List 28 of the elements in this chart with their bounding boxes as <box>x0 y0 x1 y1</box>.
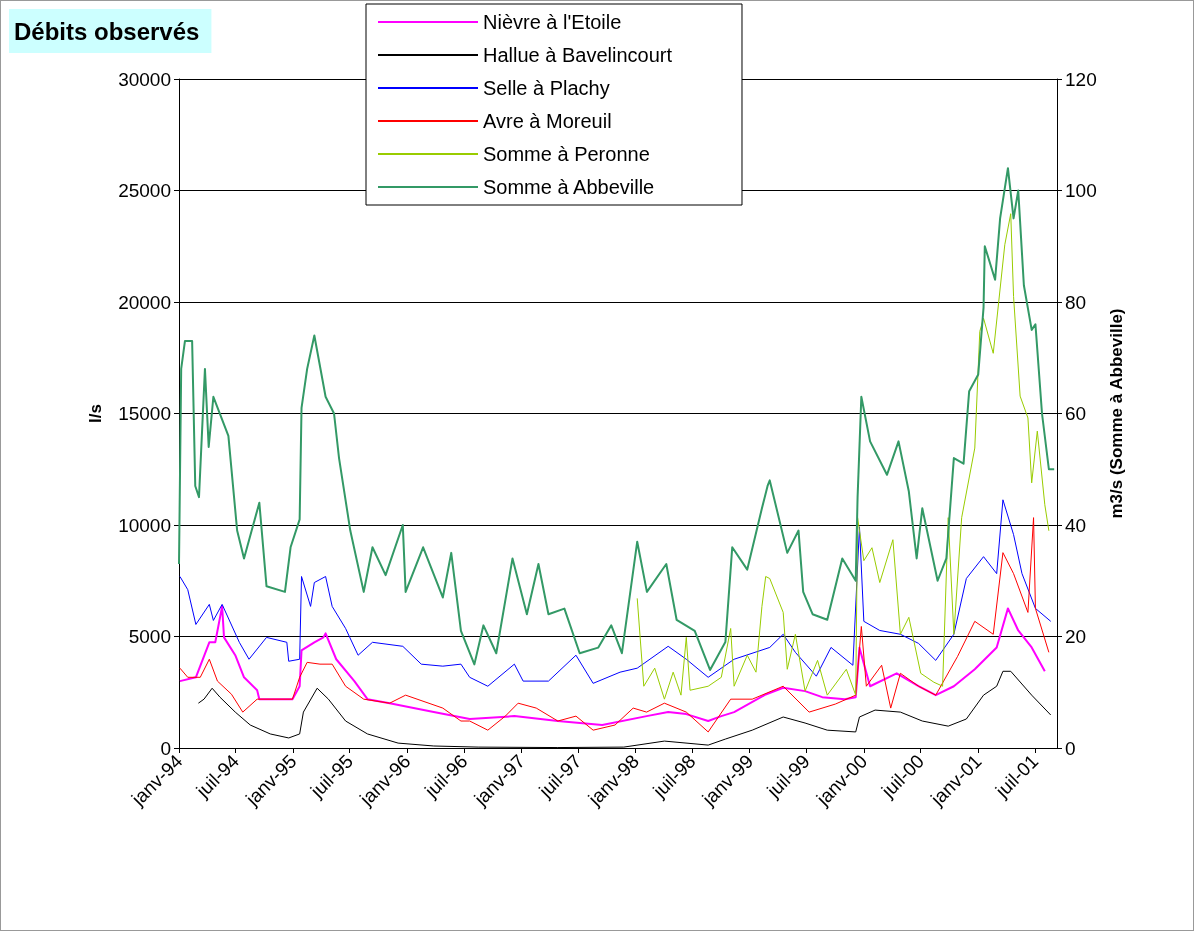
y-tick-label: 25000 <box>118 180 171 201</box>
y2-axis-title: m3/s (Somme à Abbeville) <box>1106 308 1126 519</box>
y2-tick-label: 80 <box>1065 291 1087 313</box>
y2-tick-label: 20 <box>1065 626 1087 647</box>
y-axis-title: l/s <box>86 404 105 423</box>
line-series <box>636 213 1050 700</box>
y-tick-label: 20000 <box>118 291 171 313</box>
legend-label: Somme à Peronne <box>483 143 650 165</box>
legend-label: Somme à Abbeville <box>483 176 655 198</box>
legend-label: Avre à Moreuil <box>483 110 612 132</box>
line-series <box>179 517 1050 733</box>
y2-tick-label: 0 <box>1065 737 1076 759</box>
legend-label: Selle à Plachy <box>483 77 610 99</box>
y-tick-label: 10000 <box>118 514 171 536</box>
y-tick-label: 30000 <box>118 68 171 90</box>
y2-tick-label: 40 <box>1065 514 1087 536</box>
line-series <box>178 605 1046 727</box>
chart-title: Débits observés <box>14 17 200 45</box>
y-tick-label: 0 <box>160 737 171 759</box>
line-series <box>197 670 1052 749</box>
y2-tick-label: 60 <box>1065 403 1087 424</box>
y-tick-label: 5000 <box>128 626 171 647</box>
y2-tick-label: 120 <box>1065 68 1097 90</box>
y2-tick-label: 100 <box>1065 180 1097 201</box>
legend-label: Nièvre à l'Etoile <box>483 11 622 33</box>
y-tick-label: 15000 <box>118 403 171 424</box>
legend-label: Hallue à Bavelincourt <box>483 44 673 66</box>
line-series <box>179 499 1052 687</box>
